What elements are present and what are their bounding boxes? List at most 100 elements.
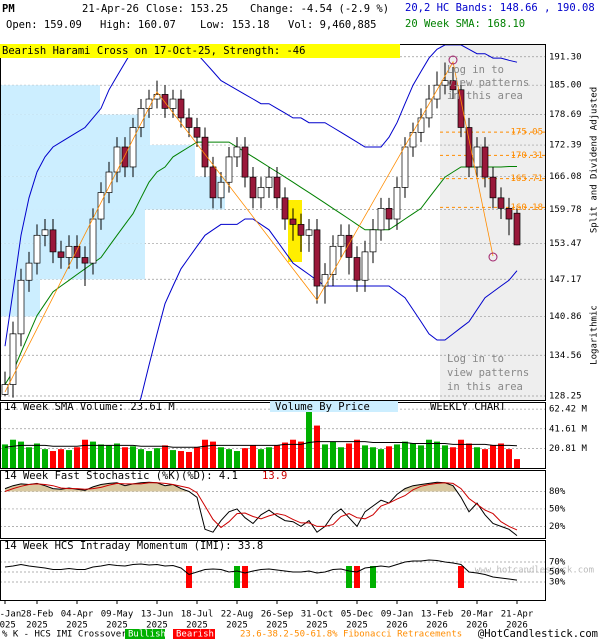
volume-by-price-bar <box>0 243 145 280</box>
y-tick-label: 185.00 <box>549 81 582 91</box>
candle-body <box>129 127 137 168</box>
volume-bar <box>514 459 520 468</box>
candle-body <box>81 257 89 264</box>
candle-body <box>89 218 97 264</box>
y-tick-label: 50% <box>549 504 566 514</box>
candle-body <box>273 176 281 199</box>
y-tick-label: 191.30 <box>549 52 582 62</box>
volume-bar <box>266 447 272 468</box>
volume-bar <box>362 445 368 468</box>
x-tick-year: 2025 <box>106 621 128 631</box>
volume-bar <box>10 439 16 468</box>
volume-bar <box>138 449 144 468</box>
fib-label: 175.05 <box>510 128 543 138</box>
stochastic-d: 13.9 <box>262 470 287 482</box>
candle-body <box>25 262 33 281</box>
volume-bar <box>410 443 416 468</box>
volume-bar <box>242 448 248 468</box>
stochastic-title: 14 Week Fast Stochastic (%K)(%D): 4.1 <box>4 470 238 482</box>
volume-bar <box>394 444 400 468</box>
volume-bar <box>418 445 424 468</box>
candle-body <box>233 146 241 158</box>
candle-body <box>105 171 113 193</box>
volume-bar <box>386 446 392 468</box>
volume-bar <box>290 439 296 468</box>
candle-body <box>113 146 121 173</box>
volume-bar <box>218 447 224 468</box>
open: Open: 159.09 <box>6 19 82 31</box>
indicator-line <box>4 481 518 536</box>
volume-bar <box>178 451 184 468</box>
axis-title: Logarithmic <box>590 305 600 365</box>
candle-body <box>209 166 217 199</box>
footer-site: @HotCandlestick.com <box>478 628 598 640</box>
x-tick-year: 2025 <box>346 621 368 631</box>
volume-bar <box>66 450 72 468</box>
indicator-line <box>4 482 518 531</box>
y-tick-label: 147.17 <box>549 275 582 285</box>
volume-bar <box>474 447 480 468</box>
close: Close: 153.25 <box>146 3 228 15</box>
x-tick-label: 31-Jan <box>0 610 21 620</box>
fib-label: 165.71 <box>510 174 543 184</box>
candle-body <box>329 245 337 275</box>
swing-low <box>488 252 498 262</box>
volume-bar <box>2 444 8 468</box>
x-tick-label: 20-Mar <box>461 610 494 620</box>
upper-band <box>4 44 518 347</box>
candle-body <box>289 218 297 225</box>
candle-body <box>1 384 9 395</box>
volume-bar <box>450 447 456 468</box>
volume-by-price-bar <box>0 114 150 146</box>
candle-body <box>385 208 393 220</box>
candle-body <box>465 127 473 168</box>
candle-body <box>265 176 273 188</box>
candle-body <box>409 131 417 148</box>
candle-body <box>33 234 41 264</box>
volume-bar <box>162 445 168 468</box>
y-tick-label: 62.42 M <box>549 405 588 415</box>
x-tick-label: 13-Jun <box>141 610 174 620</box>
volume-bar <box>98 444 104 468</box>
x-tick-label: 26-Sep <box>261 610 294 620</box>
volume-bar <box>370 447 376 468</box>
volume-bar <box>442 445 448 468</box>
volume-bar <box>482 449 488 468</box>
price-marks <box>1 44 545 400</box>
bullish-signal <box>234 566 240 588</box>
footer-bearish: Bearish <box>176 630 214 640</box>
volume-bar <box>146 451 152 468</box>
candle-body <box>121 146 129 168</box>
y-tick-label: 20.81 M <box>549 444 588 454</box>
stochastic-panel <box>0 481 545 536</box>
login-text: view patterns <box>447 77 529 89</box>
x-tick-year: 2025 <box>186 621 208 631</box>
momentum-title: 14 Week HCS Intraday Momentum (IMI): 33.… <box>4 540 263 552</box>
candle-body <box>153 94 161 100</box>
candle-body <box>225 156 233 183</box>
x-tick-label: 04-Apr <box>61 610 94 620</box>
x-tick-label: 21-Apr <box>501 610 534 620</box>
volume-bar <box>330 441 336 468</box>
volume-bar <box>122 447 128 468</box>
volume-bar <box>490 445 496 468</box>
volume-bar <box>234 451 240 468</box>
date: 21-Apr-26 <box>82 3 139 15</box>
candle-body <box>249 176 257 199</box>
vbp-label: Volume By Price <box>275 401 370 413</box>
candle-body <box>433 84 441 100</box>
volume-bar <box>306 411 312 468</box>
candle-body <box>169 98 177 109</box>
login-text: Log in to <box>447 64 504 76</box>
pattern-banner: Bearish Harami Cross on 17-Oct-25, Stren… <box>2 45 305 57</box>
candle-body <box>353 257 361 281</box>
volume-bar <box>402 441 408 468</box>
swing-high <box>448 55 458 65</box>
candle-body <box>489 176 497 199</box>
volume-bar <box>322 444 328 468</box>
ticker: PM <box>2 3 15 15</box>
x-tick-year: 2026 <box>466 621 488 631</box>
candle-body <box>257 187 265 199</box>
volume-by-price-bar <box>0 176 225 210</box>
